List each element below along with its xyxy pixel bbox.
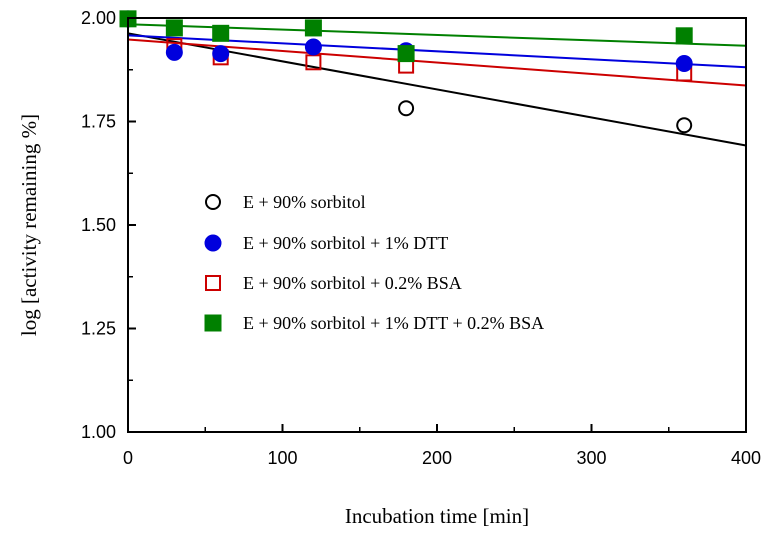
data-point xyxy=(212,24,230,42)
legend-marker xyxy=(205,194,221,210)
data-point xyxy=(676,117,693,134)
y-tick-label: 1.25 xyxy=(81,319,116,339)
x-tick-label: 400 xyxy=(731,448,761,468)
data-point xyxy=(675,55,693,73)
legend-marker xyxy=(204,314,222,332)
fit-line xyxy=(127,38,747,87)
data-point xyxy=(398,100,415,117)
data-point xyxy=(212,45,230,63)
data-point xyxy=(304,38,322,56)
x-tick-label: 300 xyxy=(576,448,606,468)
legend-label: E + 90% sorbitol + 0.2% BSA xyxy=(243,273,462,293)
fit-line xyxy=(127,32,747,147)
x-axis: 0 100 200 300 400 xyxy=(123,424,761,468)
legend: E + 90% sorbitol E + 90% sorbitol + 1% DT… xyxy=(204,192,544,333)
y-axis: 1.00 1.25 1.50 1.75 2.00 xyxy=(81,8,136,442)
y-tick-label: 2.00 xyxy=(81,8,116,28)
fit-lines xyxy=(127,23,747,147)
y-tick-label: 1.50 xyxy=(81,215,116,235)
legend-label: E + 90% sorbitol + 1% DTT + 0.2% BSA xyxy=(243,313,544,333)
legend-label: E + 90% sorbitol + 1% DTT xyxy=(243,233,448,253)
plot-frame xyxy=(127,17,747,433)
x-tick-label: 200 xyxy=(422,448,452,468)
y-axis-title: log [activity remaining %] xyxy=(17,114,41,336)
data-point xyxy=(397,45,415,63)
fit-line xyxy=(127,34,747,69)
x-tick-label: 100 xyxy=(267,448,297,468)
legend-marker xyxy=(205,275,221,291)
data-point xyxy=(165,19,183,37)
legend-marker xyxy=(204,234,222,252)
data-points xyxy=(119,10,693,134)
data-point xyxy=(675,27,693,45)
legend-label: E + 90% sorbitol xyxy=(243,192,366,212)
x-tick-label: 0 xyxy=(123,448,133,468)
y-tick-label: 1.75 xyxy=(81,112,116,132)
y-tick-label: 1.00 xyxy=(81,422,116,442)
data-point xyxy=(165,43,183,61)
data-point xyxy=(304,19,322,37)
fit-line xyxy=(127,23,747,47)
x-axis-title: Incubation time [min] xyxy=(345,504,529,528)
